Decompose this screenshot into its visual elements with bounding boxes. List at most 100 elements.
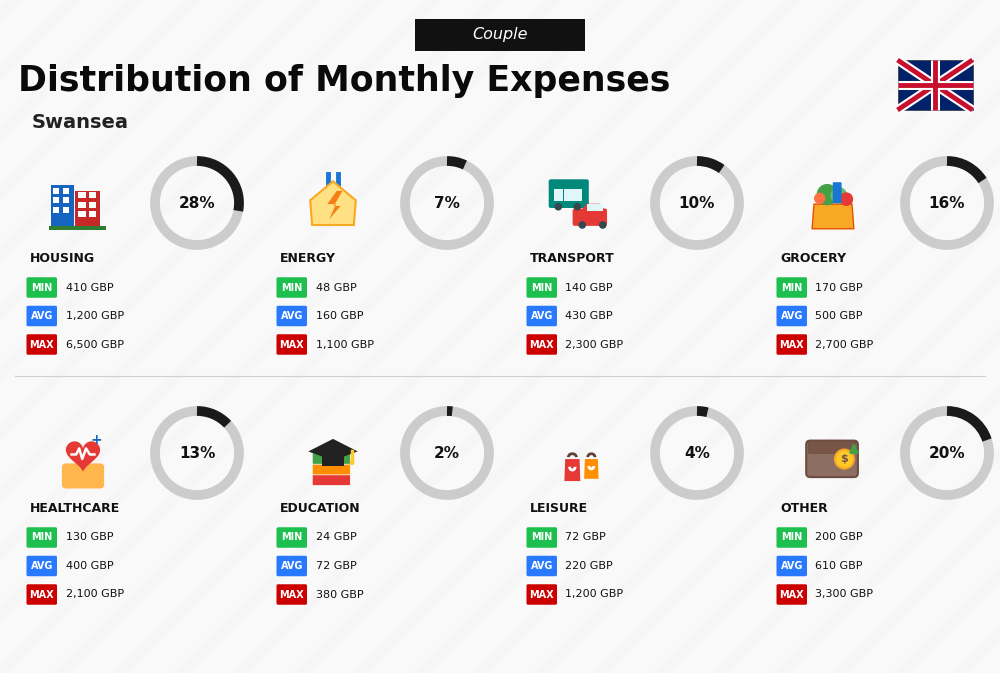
FancyBboxPatch shape — [63, 207, 69, 213]
FancyBboxPatch shape — [276, 277, 307, 297]
Polygon shape — [812, 204, 854, 229]
Circle shape — [555, 203, 562, 211]
Circle shape — [835, 450, 854, 468]
Text: AVG: AVG — [781, 561, 803, 571]
FancyBboxPatch shape — [89, 211, 96, 217]
Text: 10%: 10% — [679, 195, 715, 211]
Text: 2%: 2% — [434, 446, 460, 460]
Text: 610 GBP: 610 GBP — [815, 561, 863, 571]
Text: MAX: MAX — [779, 339, 804, 349]
FancyBboxPatch shape — [78, 202, 86, 208]
Circle shape — [599, 221, 607, 229]
Text: 20%: 20% — [929, 446, 965, 460]
FancyBboxPatch shape — [26, 556, 57, 576]
Text: Couple: Couple — [472, 28, 528, 42]
Polygon shape — [584, 459, 599, 479]
Text: 130 GBP: 130 GBP — [66, 532, 113, 542]
Polygon shape — [308, 439, 358, 460]
Text: MAX: MAX — [779, 590, 804, 600]
Polygon shape — [581, 204, 605, 211]
FancyBboxPatch shape — [26, 334, 57, 355]
FancyBboxPatch shape — [89, 202, 96, 208]
Text: OTHER: OTHER — [780, 501, 828, 514]
Text: 4%: 4% — [684, 446, 710, 460]
Polygon shape — [327, 191, 342, 219]
Text: 6,500 GBP: 6,500 GBP — [66, 339, 124, 349]
Circle shape — [830, 187, 847, 204]
Text: 1,200 GBP: 1,200 GBP — [565, 590, 624, 600]
FancyBboxPatch shape — [78, 192, 86, 199]
Text: 72 GBP: 72 GBP — [565, 532, 606, 542]
Text: MAX: MAX — [279, 339, 304, 349]
Text: 2,700 GBP: 2,700 GBP — [815, 339, 874, 349]
Text: 28%: 28% — [179, 195, 215, 211]
FancyBboxPatch shape — [78, 211, 86, 217]
FancyBboxPatch shape — [75, 191, 100, 227]
FancyBboxPatch shape — [26, 306, 57, 326]
FancyBboxPatch shape — [549, 179, 589, 208]
FancyBboxPatch shape — [776, 277, 807, 297]
Text: 410 GBP: 410 GBP — [66, 283, 113, 293]
FancyBboxPatch shape — [89, 192, 96, 199]
Text: 1,100 GBP: 1,100 GBP — [316, 339, 374, 349]
Text: MAX: MAX — [529, 339, 554, 349]
FancyBboxPatch shape — [53, 197, 59, 203]
FancyBboxPatch shape — [322, 452, 344, 466]
FancyBboxPatch shape — [526, 556, 557, 576]
Text: 160 GBP: 160 GBP — [316, 311, 363, 321]
FancyBboxPatch shape — [276, 584, 307, 605]
Text: MAX: MAX — [279, 590, 304, 600]
Polygon shape — [66, 441, 100, 472]
Text: 140 GBP: 140 GBP — [565, 283, 613, 293]
FancyBboxPatch shape — [312, 474, 350, 485]
Text: 430 GBP: 430 GBP — [565, 311, 613, 321]
Text: 170 GBP: 170 GBP — [815, 283, 863, 293]
Text: MIN: MIN — [31, 532, 52, 542]
Text: 13%: 13% — [179, 446, 215, 460]
Text: LEISURE: LEISURE — [530, 501, 588, 514]
FancyBboxPatch shape — [63, 197, 69, 203]
Text: 16%: 16% — [929, 195, 965, 211]
FancyBboxPatch shape — [587, 204, 595, 211]
Text: MAX: MAX — [29, 590, 54, 600]
Text: 200 GBP: 200 GBP — [815, 532, 863, 542]
Text: 380 GBP: 380 GBP — [316, 590, 363, 600]
FancyBboxPatch shape — [554, 189, 563, 201]
Text: 2,300 GBP: 2,300 GBP — [565, 339, 624, 349]
Circle shape — [574, 203, 581, 211]
Text: MIN: MIN — [531, 532, 552, 542]
FancyBboxPatch shape — [776, 556, 807, 576]
FancyBboxPatch shape — [312, 463, 350, 475]
Circle shape — [350, 460, 354, 465]
Text: 500 GBP: 500 GBP — [815, 311, 863, 321]
Text: MAX: MAX — [29, 339, 54, 349]
FancyBboxPatch shape — [276, 306, 307, 326]
FancyBboxPatch shape — [564, 189, 573, 201]
Circle shape — [578, 221, 586, 229]
Text: AVG: AVG — [281, 311, 303, 321]
Text: 3,300 GBP: 3,300 GBP — [815, 590, 874, 600]
FancyBboxPatch shape — [415, 19, 585, 51]
FancyBboxPatch shape — [526, 584, 557, 605]
FancyBboxPatch shape — [776, 306, 807, 326]
Text: MIN: MIN — [781, 532, 802, 542]
FancyBboxPatch shape — [26, 277, 57, 297]
Text: 24 GBP: 24 GBP — [316, 532, 356, 542]
Text: MIN: MIN — [781, 283, 802, 293]
FancyBboxPatch shape — [26, 527, 57, 548]
Circle shape — [814, 192, 825, 204]
Text: AVG: AVG — [31, 311, 53, 321]
Text: Swansea: Swansea — [32, 114, 129, 133]
Text: AVG: AVG — [781, 311, 803, 321]
Text: MIN: MIN — [31, 283, 52, 293]
FancyBboxPatch shape — [526, 277, 557, 297]
FancyBboxPatch shape — [53, 207, 59, 213]
FancyBboxPatch shape — [85, 466, 92, 476]
Text: HEALTHCARE: HEALTHCARE — [30, 501, 120, 514]
FancyBboxPatch shape — [51, 185, 74, 229]
FancyBboxPatch shape — [78, 466, 85, 476]
FancyBboxPatch shape — [573, 209, 607, 226]
Text: HOUSING: HOUSING — [30, 252, 95, 264]
Text: +: + — [90, 433, 102, 447]
FancyBboxPatch shape — [49, 225, 106, 229]
